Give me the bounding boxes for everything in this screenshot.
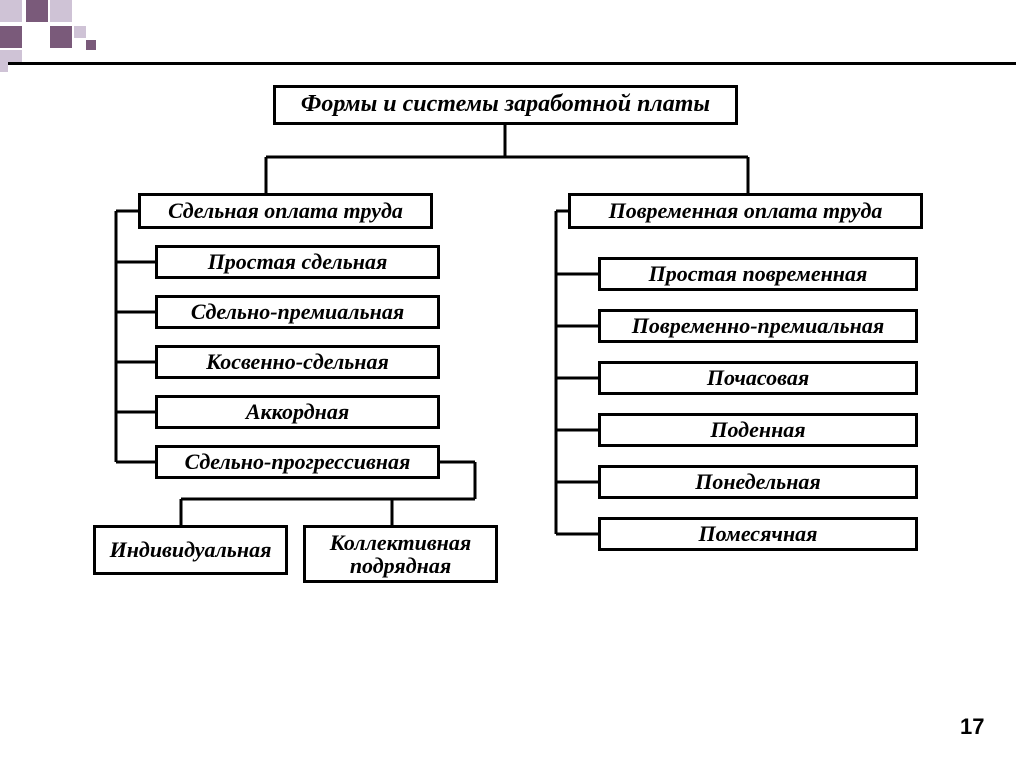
- right-item: Почасовая: [598, 361, 918, 395]
- left-item: Аккордная: [155, 395, 440, 429]
- decor-square: [74, 26, 86, 38]
- page-number: 17: [960, 714, 984, 740]
- right-item: Поденная: [598, 413, 918, 447]
- right-item: Помесячная: [598, 517, 918, 551]
- decor-square: [86, 40, 96, 50]
- decor-square: [26, 0, 48, 22]
- decor-square: [0, 26, 22, 48]
- right-item: Повременно-премиальная: [598, 309, 918, 343]
- left-sub-item: Коллективная подрядная: [303, 525, 498, 583]
- right-item: Простая повременная: [598, 257, 918, 291]
- decor-square: [50, 0, 72, 22]
- right-item: Понедельная: [598, 465, 918, 499]
- left-item: Сдельно-прогрессивная: [155, 445, 440, 479]
- decor-square: [50, 26, 72, 48]
- left-sub-item: Индивидуальная: [93, 525, 288, 575]
- diagram-title: Формы и системы заработной платы: [273, 85, 738, 125]
- left-item: Простая сдельная: [155, 245, 440, 279]
- diagram-slide: Формы и системы заработной платы Сдельна…: [8, 62, 1016, 745]
- left-item: Сдельно-премиальная: [155, 295, 440, 329]
- left-item: Косвенно-сдельная: [155, 345, 440, 379]
- decor-square: [0, 0, 22, 22]
- left-branch-head: Сдельная оплата труда: [138, 193, 433, 229]
- right-branch-head: Повременная оплата труда: [568, 193, 923, 229]
